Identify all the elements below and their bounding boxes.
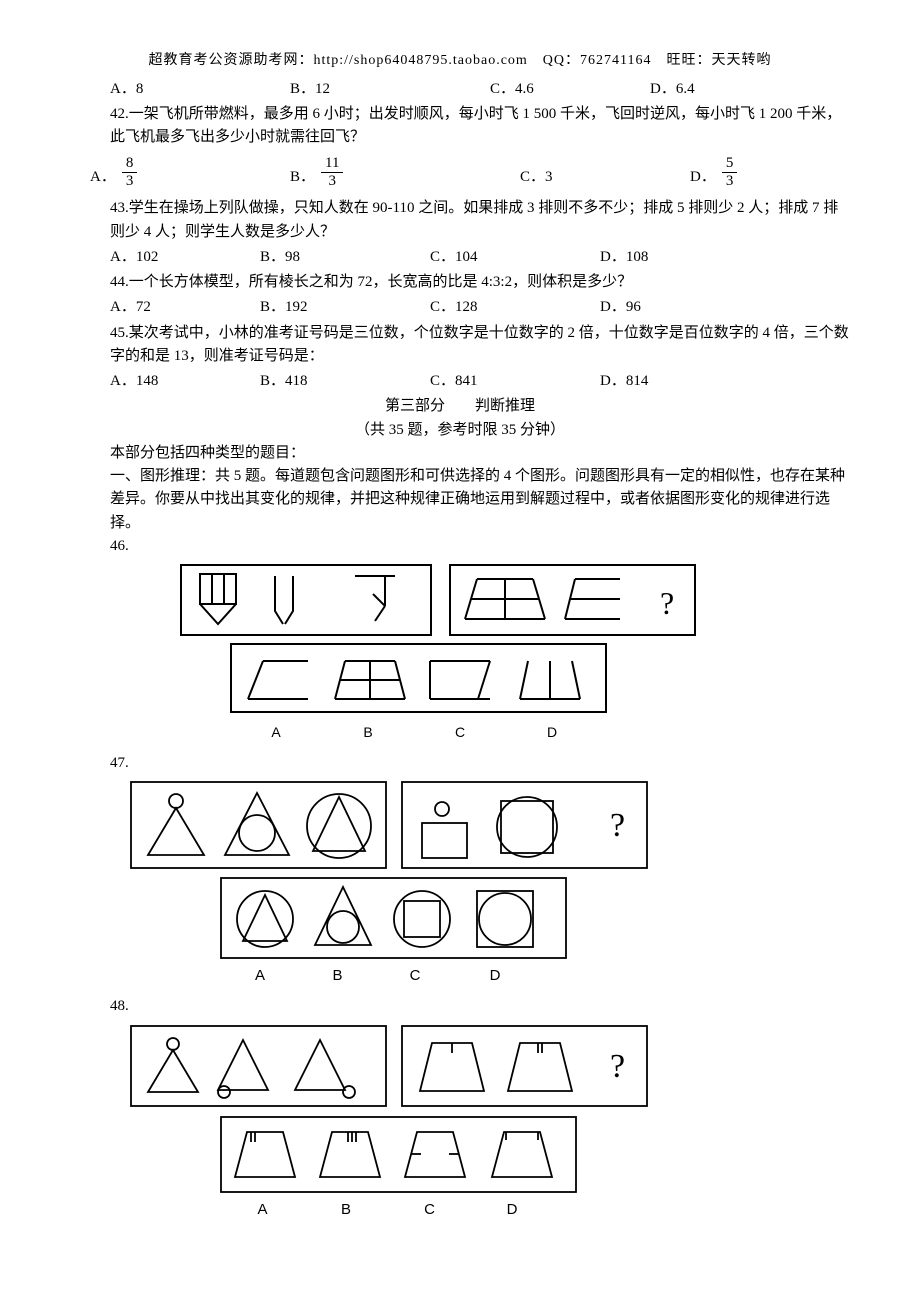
q43-opt-b: B．98 xyxy=(260,246,430,269)
q41-opt-c: C．4.6 xyxy=(490,78,650,101)
q41-opt-a: A．8 xyxy=(110,78,290,101)
q46-problem-svg: ? xyxy=(180,564,700,639)
q45-options: A．148 B．418 C．841 D．814 xyxy=(70,370,850,393)
q45-opt-c: C．841 xyxy=(430,370,600,393)
q47-answer-labels: A B C D xyxy=(70,964,850,987)
q42-a-num: 8 xyxy=(122,155,138,173)
svg-text:?: ? xyxy=(610,1048,625,1085)
q47-answers-svg xyxy=(220,877,570,962)
section-intro-1: 本部分包括四种类型的题目： xyxy=(70,442,850,465)
fraction-icon: 8 3 xyxy=(122,155,138,189)
q48-figure: ? xyxy=(70,1025,850,1196)
q45-opt-d: D．814 xyxy=(600,370,740,393)
q41-opt-b: B．12 xyxy=(290,78,490,101)
q42-opt-b: B． 11 3 xyxy=(290,155,520,189)
q46-answers-svg xyxy=(230,643,610,718)
q42-options: A． 8 3 B． 11 3 C．3 D． 5 3 xyxy=(70,155,850,189)
q42-opt-d: D． 5 3 xyxy=(690,155,830,189)
label-c: C xyxy=(375,964,455,987)
svg-text:?: ? xyxy=(660,585,674,621)
label-b: B xyxy=(300,964,375,987)
fraction-icon: 5 3 xyxy=(722,155,738,189)
q42-b-den: 3 xyxy=(324,173,340,190)
label-a: A xyxy=(220,1198,305,1221)
q43-opt-d: D．108 xyxy=(600,246,740,269)
q42-d-label: D． xyxy=(690,166,716,189)
section-title: 第三部分 判断推理 xyxy=(70,395,850,418)
q42-b-label: B． xyxy=(290,166,315,189)
q44-opt-b: B．192 xyxy=(260,296,430,319)
q48-number: 48. xyxy=(70,995,850,1018)
q44-opt-a: A．72 xyxy=(110,296,260,319)
label-d: D xyxy=(472,1198,552,1221)
label-d: D xyxy=(455,964,535,987)
q47-figure: ? xyxy=(70,781,850,962)
label-a: A xyxy=(220,964,300,987)
label-c: C xyxy=(414,722,506,744)
q44-opt-d: D．96 xyxy=(600,296,740,319)
q42-text: 42.一架飞机所带燃料，最多用 6 小时；出发时顺风，每小时飞 1 500 千米… xyxy=(70,103,850,150)
page-header: 超教育考公资源助考网：http://shop64048795.taobao.co… xyxy=(70,50,850,72)
section-subtitle: （共 35 题，参考时限 35 分钟） xyxy=(70,419,850,442)
label-b: B xyxy=(305,1198,387,1221)
label-d: D xyxy=(506,722,598,744)
q42-opt-a: A． 8 3 xyxy=(90,155,290,189)
q42-opt-c: C．3 xyxy=(520,166,690,189)
q42-d-den: 3 xyxy=(722,173,738,190)
q41-options: A．8 B．12 C．4.6 D．6.4 xyxy=(70,78,850,101)
q47-problem-svg: ? xyxy=(130,781,650,871)
q46-answer-labels: A B C D xyxy=(70,722,850,744)
q48-answers-svg xyxy=(220,1116,580,1196)
q48-problem-svg: ? xyxy=(130,1025,650,1110)
q43-text: 43.学生在操场上列队做操，只知人数在 90-110 之间。如果排成 3 排则不… xyxy=(70,197,850,244)
q46-number: 46. xyxy=(70,535,850,558)
section-intro-2: 一、图形推理：共 5 题。每道题包含问题图形和可供选择的 4 个图形。问题图形具… xyxy=(70,465,850,535)
q44-options: A．72 B．192 C．128 D．96 xyxy=(70,296,850,319)
q45-opt-b: B．418 xyxy=(260,370,430,393)
q42-a-den: 3 xyxy=(122,173,138,190)
q48-answer-labels: A B C D xyxy=(70,1198,850,1221)
q43-opt-a: A．102 xyxy=(110,246,260,269)
page: 超教育考公资源助考网：http://shop64048795.taobao.co… xyxy=(0,0,920,1269)
q42-b-num: 11 xyxy=(321,155,343,173)
q44-text: 44.一个长方体模型，所有棱长之和为 72，长宽高的比是 4:3:2，则体积是多… xyxy=(70,271,850,294)
q41-opt-d: D．6.4 xyxy=(650,78,790,101)
q47-number: 47. xyxy=(70,752,850,775)
q43-opt-c: C．104 xyxy=(430,246,600,269)
label-a: A xyxy=(230,722,322,744)
label-c: C xyxy=(387,1198,472,1221)
q45-opt-a: A．148 xyxy=(110,370,260,393)
q42-d-num: 5 xyxy=(722,155,738,173)
q44-opt-c: C．128 xyxy=(430,296,600,319)
label-b: B xyxy=(322,722,414,744)
fraction-icon: 11 3 xyxy=(321,155,343,189)
q43-options: A．102 B．98 C．104 D．108 xyxy=(70,246,850,269)
q46-figure: ? xyxy=(70,564,850,718)
q42-a-label: A． xyxy=(90,166,116,189)
q45-text: 45.某次考试中，小林的准考证号码是三位数，个位数字是十位数字的 2 倍，十位数… xyxy=(70,322,850,369)
svg-text:?: ? xyxy=(610,807,625,844)
